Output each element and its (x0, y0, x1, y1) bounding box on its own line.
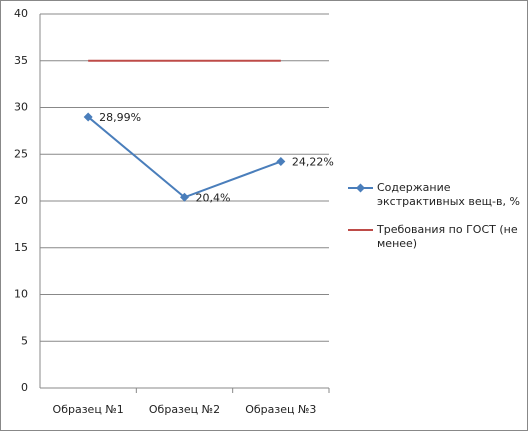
y-tick-label: 20 (14, 194, 28, 207)
legend-entry: Требования по ГОСТ (не менее) (377, 223, 518, 250)
x-tick-label: Образец №2 (149, 403, 220, 416)
y-tick-label: 35 (14, 54, 28, 67)
point (180, 192, 189, 202)
point (83, 112, 93, 122)
y-tick-label: 40 (14, 7, 28, 20)
x-tick-label: Образец №3 (245, 403, 316, 416)
y-tick-label: 15 (14, 241, 28, 254)
data-label: 24,22% (292, 156, 334, 169)
y-tick-label: 25 (14, 147, 28, 160)
data-label: 20,4% (196, 191, 231, 204)
y-tick-label: 30 (14, 101, 28, 114)
y-tick-label: 10 (14, 288, 28, 301)
data-label: 28,99% (99, 111, 141, 124)
y-tick-label: 0 (21, 381, 28, 394)
point (276, 157, 286, 167)
legend-marker (356, 183, 365, 193)
y-tick-label: 5 (21, 334, 28, 347)
legend-entry: Содержание экстрактивных вещ-в, % (377, 181, 520, 208)
x-tick-label: Образец №1 (53, 403, 124, 416)
